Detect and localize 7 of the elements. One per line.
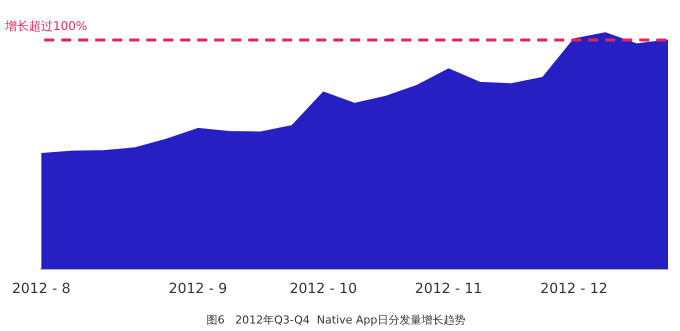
- x-tick-label: 2012 - 12: [540, 281, 608, 298]
- x-tick-label: 2012 - 11: [414, 281, 482, 298]
- ref-line-label: 增长超过100%: [4, 19, 88, 34]
- x-tick-label: 2012 - 10: [290, 281, 357, 298]
- x-tick-label: 2012 - 9: [168, 281, 228, 298]
- x-tick-label: 2012 - 8: [12, 281, 70, 298]
- text: 图6 2012年Q3-Q4 Native App日分发量增长趋势: [206, 313, 466, 326]
